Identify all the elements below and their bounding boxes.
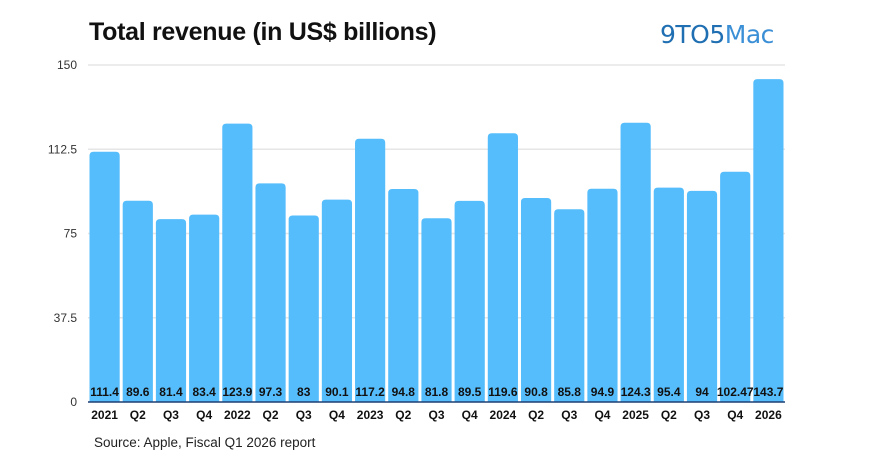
x-tick-label: Q4 — [196, 408, 212, 422]
bar — [222, 123, 253, 402]
source-note: Source: Apple, Fiscal Q1 2026 report — [94, 435, 316, 450]
x-tick-label: Q2 — [661, 408, 677, 422]
bar — [454, 200, 485, 402]
x-tick-label: 2022 — [224, 408, 251, 422]
data-label: 85.8 — [558, 385, 582, 399]
bar — [686, 190, 718, 402]
bar — [620, 122, 651, 403]
data-label: 124.3 — [621, 385, 651, 399]
data-label: 123.9 — [222, 385, 252, 399]
x-tick-label: Q3 — [694, 408, 710, 422]
bar — [355, 138, 386, 402]
y-axis-ticks: 0 37.5 75 112.5 150 — [48, 58, 77, 409]
bar — [487, 133, 518, 403]
data-labels: 111.4 89.6 81.4 83.4 123.9 97.3 83 90.1 117.2 94.… — [90, 385, 784, 399]
x-tick-label: Q4 — [727, 408, 743, 422]
data-label: 94.8 — [392, 385, 416, 399]
x-tick-label: 2026 — [755, 408, 782, 422]
data-label: 95.4 — [657, 385, 681, 399]
x-tick-label: 2023 — [357, 408, 384, 422]
brand-logo-part2: Mac — [724, 20, 775, 49]
bar — [155, 219, 187, 402]
bar — [321, 199, 353, 402]
bar — [89, 151, 120, 402]
y-tick-label: 150 — [57, 58, 77, 72]
data-label: 97.3 — [259, 385, 283, 399]
data-label: 94 — [695, 385, 709, 399]
data-label: 143.7 — [753, 385, 783, 399]
bar — [421, 218, 452, 402]
data-label: 94.9 — [591, 385, 615, 399]
bar — [255, 183, 286, 402]
bar — [520, 198, 552, 402]
x-tick-label: Q4 — [462, 408, 478, 422]
bar — [388, 189, 419, 402]
bar — [189, 214, 220, 402]
x-tick-label: Q4 — [329, 408, 345, 422]
x-tick-label: 2024 — [490, 408, 517, 422]
data-label: 89.6 — [126, 385, 150, 399]
y-tick-label: 37.5 — [54, 311, 78, 325]
x-tick-label: Q2 — [395, 408, 411, 422]
x-tick-label: Q3 — [428, 408, 444, 422]
brand-logo-part1: 9TO5 — [660, 20, 725, 49]
brand-logo: 9TO5Mac — [660, 20, 774, 49]
bar — [720, 171, 751, 402]
bar — [753, 79, 784, 403]
x-tick-label: 2021 — [91, 408, 118, 422]
data-label: 81.8 — [425, 385, 449, 399]
data-label: 119.6 — [488, 385, 518, 399]
y-tick-label: 75 — [64, 227, 78, 241]
data-label: 89.5 — [458, 385, 482, 399]
chart-title: Total revenue (in US$ billions) — [89, 18, 437, 46]
x-tick-label: Q4 — [594, 408, 610, 422]
bar — [587, 188, 618, 402]
data-label: 83 — [297, 385, 311, 399]
bar — [653, 187, 684, 402]
data-label: 83.4 — [192, 385, 216, 399]
x-tick-label: Q3 — [163, 408, 179, 422]
x-tick-label: Q3 — [561, 408, 577, 422]
x-tick-label: 2025 — [622, 408, 649, 422]
x-tick-label: Q3 — [296, 408, 312, 422]
data-label: 90.8 — [524, 385, 548, 399]
data-label: 111.4 — [90, 385, 119, 399]
x-tick-label: Q2 — [528, 408, 544, 422]
x-tick-label: Q2 — [263, 408, 279, 422]
bars — [89, 79, 784, 403]
x-axis-ticks: 2021 Q2 Q3 Q4 2022 Q2 Q3 Q4 2023 Q2 Q3 Q4 2024 Q2 Q3 Q4… — [91, 408, 782, 422]
y-tick-label: 0 — [70, 395, 77, 409]
data-label: 90.1 — [325, 385, 349, 399]
data-label: 102.47 — [717, 385, 754, 399]
data-label: 81.4 — [159, 385, 183, 399]
x-tick-label: Q2 — [130, 408, 146, 422]
bar — [554, 209, 585, 402]
bar — [122, 200, 153, 402]
bar — [288, 215, 319, 402]
y-tick-label: 112.5 — [48, 142, 77, 156]
data-label: 117.2 — [355, 385, 385, 399]
